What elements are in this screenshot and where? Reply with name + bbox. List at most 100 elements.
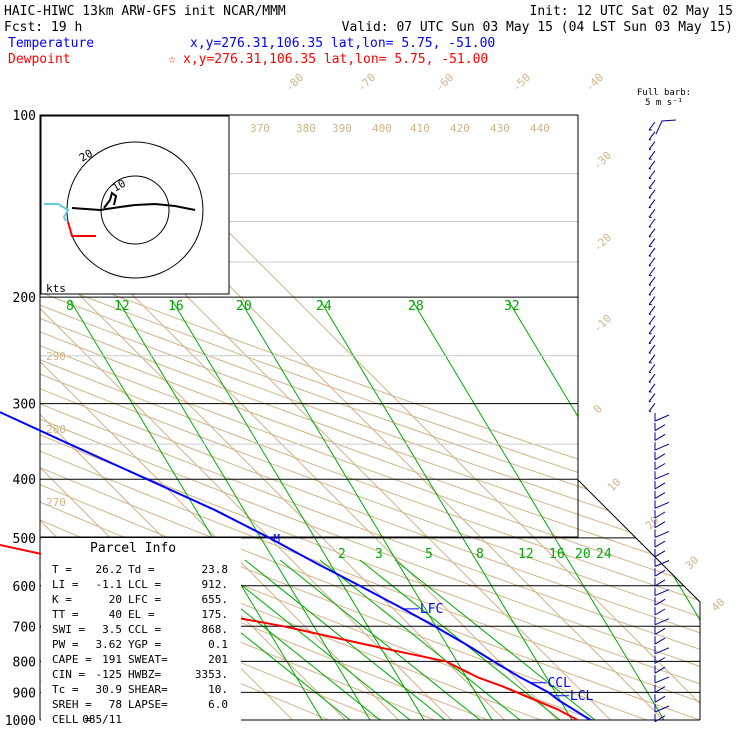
- hodograph-trace-hook: [103, 191, 118, 209]
- mixing-ratio-line: [319, 299, 573, 720]
- parcel-info-cell: LFC =: [128, 593, 161, 606]
- wind-barb-flag: [654, 501, 670, 509]
- forecast-hour: Fcst: 19 h: [4, 20, 82, 35]
- parcel-info-cell: 6.0: [208, 698, 228, 711]
- hodograph: 10 20 kts: [40, 115, 230, 295]
- isotherm-label: 10: [605, 476, 624, 495]
- wind-barb-flag: [654, 492, 666, 500]
- pressure-tick-label: 700: [13, 620, 36, 635]
- wind-barb-flag: [654, 705, 670, 713]
- parcel-info-cell: SWI =: [52, 623, 85, 636]
- wind-barb-staff: [648, 276, 656, 286]
- isotherm-label: -70: [355, 71, 378, 94]
- mixing-ratio-label: 24: [316, 299, 332, 314]
- wind-barb-staff: [648, 393, 656, 402]
- dewpoint-location: x,y=276.31,106.35 lat,lon= 5.75, -51.00: [183, 52, 488, 67]
- mixing-ratio-label-lower: 12: [518, 547, 534, 562]
- wind-barb-staff: [648, 267, 656, 276]
- parcel-info-cell: 10.: [208, 683, 228, 696]
- mixing-ratio-label: 28: [408, 299, 424, 314]
- wind-barb-staff: [648, 179, 656, 189]
- parcel-info-cell: CAPE =: [52, 653, 92, 666]
- mixing-ratio-label-lower: 20: [575, 547, 591, 562]
- wind-barb-staff: [648, 402, 656, 412]
- pressure-tick-label: 200: [13, 291, 36, 306]
- wind-barb-flag: [654, 666, 666, 674]
- parcel-info-cell: 655.: [202, 593, 229, 606]
- isotherm-label: -80: [283, 71, 306, 94]
- barb-legend-title: Full barb:: [637, 88, 691, 98]
- isotherm-line: [40, 115, 399, 720]
- wind-barb-staff: [648, 247, 656, 257]
- wind-barb-staff: [648, 373, 656, 383]
- parcel-info-cell: 30.9: [96, 683, 123, 696]
- parcel-info-cell: CIN =: [52, 668, 85, 681]
- wind-barb-flag: [654, 453, 666, 461]
- wind-barb-flag: [654, 627, 666, 635]
- dry-adiabat-line: [40, 115, 700, 720]
- adiabat-label: 440: [530, 122, 550, 135]
- wind-barb-flag: [654, 530, 670, 538]
- wind-barb-staff: [648, 335, 656, 344]
- wind-barb-staff: [648, 189, 656, 199]
- wind-barb-flag: [654, 695, 666, 703]
- mixing-ratio-label: 8: [66, 299, 74, 314]
- dry-adiabat-line: [40, 115, 700, 720]
- wind-barb-flag: [654, 414, 670, 422]
- parcel-info-cell: K =: [52, 593, 72, 606]
- isotherm-label: -30: [591, 149, 614, 172]
- parcel-info-box: [41, 538, 241, 723]
- parcel-info-cell: Tc =: [52, 683, 79, 696]
- wind-barb-staff: [648, 325, 656, 335]
- parcel-info-cell: 78: [109, 698, 122, 711]
- dry-adiabat-line: [40, 115, 700, 720]
- isotherm-line: [40, 115, 505, 720]
- isotherm-label: -20: [591, 231, 614, 254]
- parcel-info-cell: 0.1: [208, 638, 228, 651]
- wind-barb-staff: [648, 296, 656, 305]
- mixing-ratio-label-lower: 5: [425, 547, 433, 562]
- lower-plot-edge: [577, 479, 701, 720]
- adiabat-label: 430: [490, 122, 510, 135]
- level-annotations: ELMLFCCCLLCL: [273, 532, 593, 704]
- parcel-info-cell: LI =: [52, 578, 79, 591]
- parcel-info-cell: 3.5: [102, 623, 122, 636]
- wind-barb-flag: [654, 560, 670, 567]
- hodograph-kts-label: kts: [46, 282, 66, 295]
- mixing-ratio-label-lower: 16: [549, 547, 565, 562]
- wind-barb-staff: [648, 383, 656, 393]
- wind-barb-staff: [648, 228, 656, 237]
- mixing-ratio-label-lower: 24: [596, 547, 612, 562]
- wind-barb-flag: [654, 647, 670, 655]
- parcel-info-cell: LCL =: [128, 578, 161, 591]
- mixing-ratio-label: 32: [504, 299, 520, 314]
- wind-barb-flag: [654, 424, 666, 432]
- parcel-info-cell: SWEAT=: [128, 653, 168, 666]
- pressure-tick-label: 600: [13, 580, 36, 595]
- parcel-info-cell: 3353.: [195, 668, 228, 681]
- parcel-info-title: Parcel Info: [90, 541, 176, 556]
- wind-barb-staff: [648, 344, 656, 354]
- mixing-ratio-label: 12: [114, 299, 130, 314]
- adiabat-label: 370: [250, 122, 270, 135]
- dry-adiabat-line: [40, 115, 382, 720]
- wind-barb-flag: [654, 550, 666, 558]
- isotherm-label: -40: [583, 71, 606, 94]
- annotation-label: LFC: [420, 602, 443, 617]
- mixing-ratio-label-lower: 2: [338, 547, 346, 562]
- dry-adiabat-line: [40, 115, 700, 720]
- wind-barb-flag: [654, 618, 670, 626]
- adiabat-label: 420: [450, 122, 470, 135]
- wind-barb-flag: [654, 715, 666, 723]
- parcel-info-cell: 201: [208, 653, 228, 666]
- wind-barbs: [648, 119, 677, 723]
- adiabat-label: 380: [296, 122, 316, 135]
- dewpoint-star-icon: ☆: [168, 52, 176, 67]
- annotation-label: CCL: [547, 676, 571, 691]
- parcel-info-cell: Td =: [128, 563, 155, 576]
- wind-barb-flag: [654, 579, 666, 587]
- parcel-info-cell: 40: [109, 608, 122, 621]
- mixing-ratio-label: 20: [236, 299, 252, 314]
- wind-barb-flag: [654, 637, 666, 645]
